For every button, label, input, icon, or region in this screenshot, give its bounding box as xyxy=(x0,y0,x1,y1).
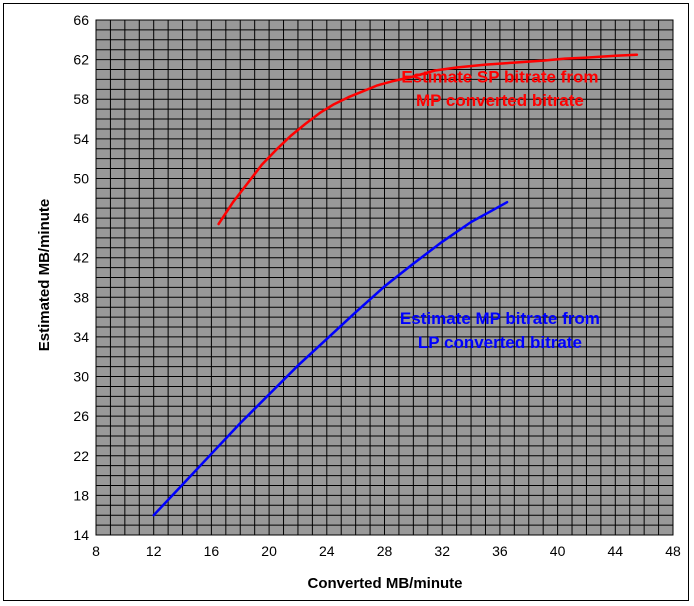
y-tick-label: 50 xyxy=(73,170,89,186)
x-tick-label: 36 xyxy=(492,543,508,559)
series-line-2 xyxy=(152,200,509,517)
y-tick-label: 14 xyxy=(73,527,89,543)
y-tick-label: 30 xyxy=(73,369,89,385)
y-tick-label: 62 xyxy=(73,52,89,68)
x-tick-label: 8 xyxy=(92,543,100,559)
series-group xyxy=(152,53,639,517)
y-tick-label: 42 xyxy=(73,250,89,266)
x-tick-label: 48 xyxy=(665,543,681,559)
x-tick-label: 20 xyxy=(261,543,277,559)
tick-labels: 8 12 16 20 24 28 32 36 40 44 48 14 18 22 26 30 34 38 42 46 5… xyxy=(73,12,681,559)
y-tick-label: 46 xyxy=(73,210,89,226)
y-tick-label: 54 xyxy=(73,131,89,147)
x-tick-label: 12 xyxy=(146,543,162,559)
y-tick-label: 26 xyxy=(73,408,89,424)
annotations: Estimate SP bitrate from MP converted bit… xyxy=(400,67,600,351)
x-tick-label: 32 xyxy=(434,543,450,559)
x-tick-label: 44 xyxy=(608,543,624,559)
y-tick-label: 18 xyxy=(73,487,89,503)
x-tick-label: 40 xyxy=(550,543,566,559)
annotation-1-line-2: MP converted bitrate xyxy=(416,91,584,110)
y-tick-label: 38 xyxy=(73,289,89,305)
y-tick-label: 22 xyxy=(73,448,89,464)
y-tick-label: 58 xyxy=(73,91,89,107)
y-axis-title: Estimated MB/minute xyxy=(36,199,53,352)
annotation-2-line-2: LP converted bitrate xyxy=(418,333,582,352)
series-line-1 xyxy=(217,53,639,226)
grid xyxy=(95,19,674,536)
x-tick-label: 24 xyxy=(319,543,335,559)
annotation-2-line-1: Estimate MP bitrate from xyxy=(400,309,600,328)
x-tick-label: 28 xyxy=(377,543,393,559)
annotation-1-line-1: Estimate SP bitrate from xyxy=(401,67,598,86)
x-axis-title: Converted MB/minute xyxy=(307,575,462,592)
y-tick-label: 34 xyxy=(73,329,89,345)
x-tick-label: 16 xyxy=(204,543,220,559)
y-tick-label: 66 xyxy=(73,12,89,28)
